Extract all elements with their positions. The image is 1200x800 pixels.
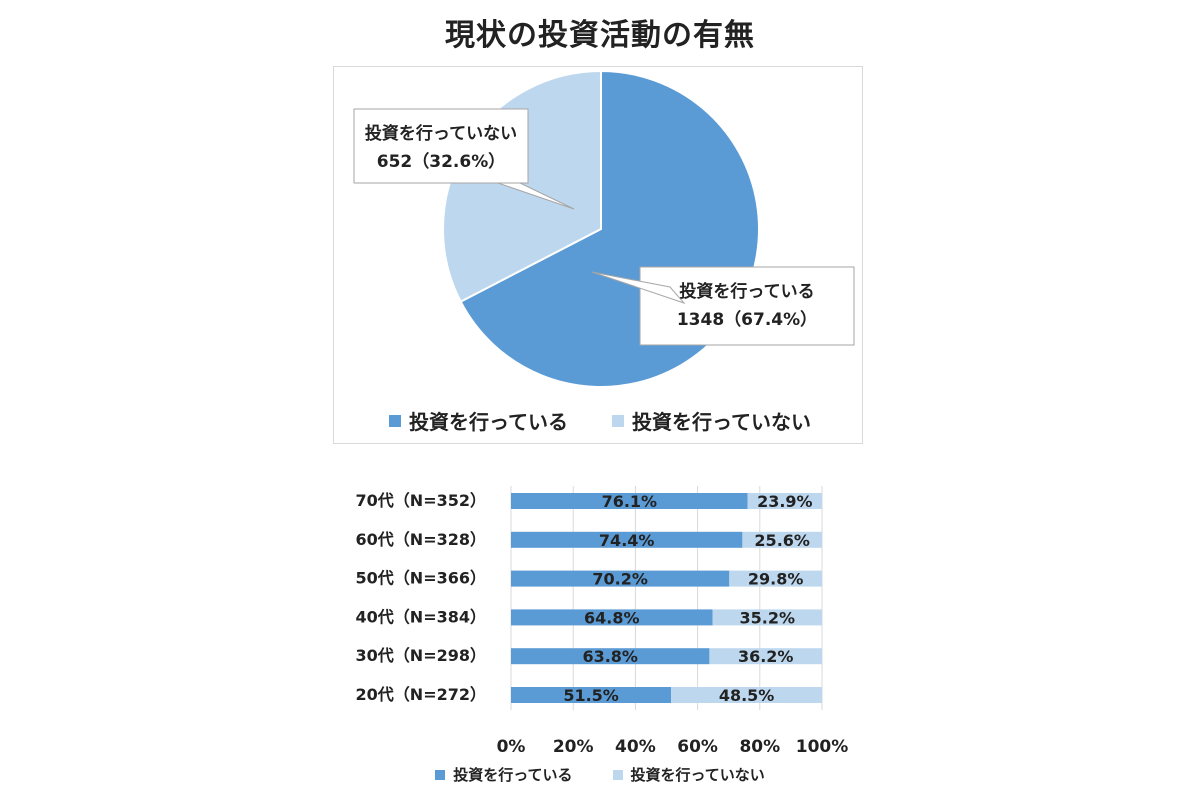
callout-label-invest: 投資を行っている xyxy=(679,281,814,302)
category-label: 70代（N=352） xyxy=(356,491,486,510)
callout-tail-invest xyxy=(591,271,686,305)
bar-segment-invest xyxy=(511,570,730,587)
x-tick-label: 80% xyxy=(739,737,780,757)
category-label: 30代（N=298） xyxy=(356,646,486,665)
legend-item-invest: 投資を行っている xyxy=(389,406,568,435)
data-label: 36.2% xyxy=(738,647,794,666)
data-label: 76.1% xyxy=(602,492,658,511)
bar-segment-not-invest xyxy=(671,687,822,703)
bar-segment-not-invest xyxy=(742,531,822,548)
legend-item-not-invest: 投資を行っていない xyxy=(612,406,811,435)
data-label: 48.5% xyxy=(719,686,775,705)
bar-legend-label-not-invest: 投資を行っていない xyxy=(630,766,765,784)
category-label: 60代（N=328） xyxy=(356,530,486,549)
legend-label-not-invest: 投資を行っていない xyxy=(632,410,811,434)
bar-segment-invest xyxy=(511,531,743,548)
callout-box-not-invest xyxy=(353,108,529,184)
bar-legend: 投資を行っている 投資を行っていない xyxy=(0,764,1200,785)
bar-segment-not-invest xyxy=(729,570,822,587)
bar-segment-not-invest xyxy=(747,493,822,509)
callout-label-not-invest: 投資を行っていない xyxy=(365,123,517,144)
data-label: 74.4% xyxy=(599,531,655,550)
bar-segment-invest xyxy=(511,609,713,626)
bar-legend-item-invest: 投資を行っている xyxy=(435,764,573,785)
data-label: 63.8% xyxy=(582,647,638,666)
data-label: 64.8% xyxy=(584,608,640,627)
bar-segment-not-invest xyxy=(712,609,822,626)
bar-segment-invest xyxy=(511,687,672,703)
callout-tail-not-invest xyxy=(497,182,575,210)
x-tick-label: 40% xyxy=(615,737,656,757)
x-tick-label: 100% xyxy=(796,737,849,757)
legend-swatch-invest xyxy=(389,414,401,427)
bar-legend-swatch-invest xyxy=(435,769,446,780)
bar-segment-invest xyxy=(511,493,748,509)
pie-legend: 投資を行っている 投資を行っていない xyxy=(0,406,1200,435)
callout-box-invest xyxy=(639,266,855,346)
bar-chart: 0% 20% 40% 60% 80% 100% 70代（N=352） 76.1% 23.9% 60… xyxy=(356,486,849,757)
data-label: 25.6% xyxy=(754,531,810,550)
x-tick-label: 60% xyxy=(677,737,718,757)
data-label: 23.9% xyxy=(757,492,813,511)
pie-chart: 投資を行っている 1348（67.4%） 投資を行っていない 652（32.6%） xyxy=(353,69,855,388)
pie-chart-panel: 投資を行っている 1348（67.4%） 投資を行っていない 652（32.6%） xyxy=(333,66,863,444)
category-label: 50代（N=366） xyxy=(356,569,486,588)
data-label: 29.8% xyxy=(748,570,804,589)
legend-swatch-not-invest xyxy=(612,414,624,427)
data-label: 51.5% xyxy=(563,686,619,705)
category-label: 20代（N=272） xyxy=(356,685,486,704)
data-label: 35.2% xyxy=(740,608,796,627)
x-tick-label: 0% xyxy=(497,737,526,757)
callout-value-not-invest: 652（32.6%） xyxy=(377,151,505,172)
bar-segment-not-invest xyxy=(709,648,822,665)
legend-label-invest: 投資を行っている xyxy=(409,410,568,434)
category-label: 40代（N=384） xyxy=(356,607,486,626)
bar-segment-invest xyxy=(511,648,710,665)
bar-legend-item-not-invest: 投資を行っていない xyxy=(612,764,765,785)
data-label: 70.2% xyxy=(592,570,648,589)
callout-value-invest: 1348（67.4%） xyxy=(677,309,817,330)
x-tick-label: 20% xyxy=(553,737,594,757)
page-title: 現状の投資活動の有無 xyxy=(445,18,755,53)
bar-legend-swatch-not-invest xyxy=(612,769,623,780)
bar-legend-label-invest: 投資を行っている xyxy=(453,766,573,784)
